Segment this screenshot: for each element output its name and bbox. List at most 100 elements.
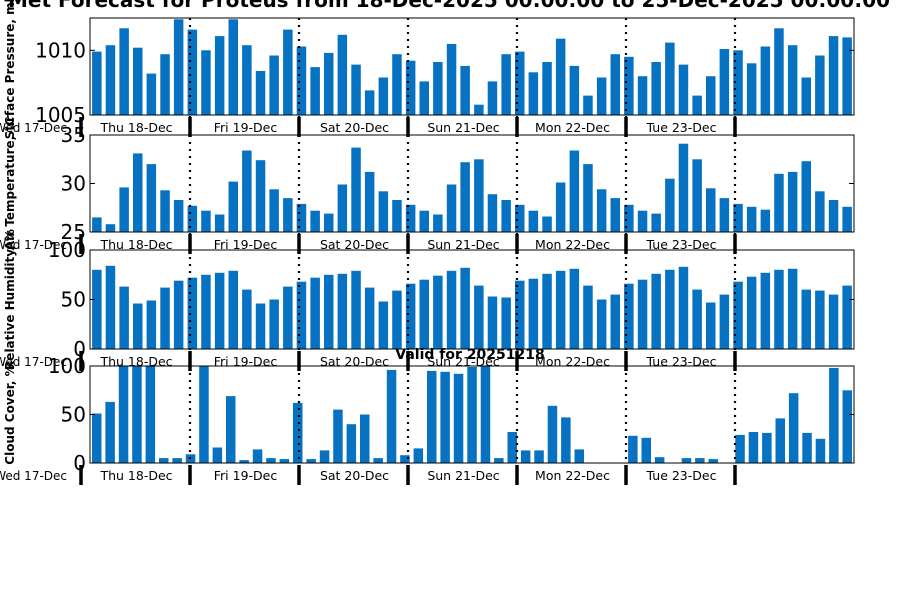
bar <box>119 28 129 115</box>
panel-2: 0 50 100 Relative Humidity, %Wed 17-Dec Thu … <box>0 229 855 371</box>
bar <box>815 438 826 464</box>
bar <box>561 417 571 463</box>
bar <box>92 413 102 463</box>
bar <box>515 51 525 115</box>
x-day-label: Tue 23-Dec <box>646 237 717 252</box>
bar <box>201 274 211 350</box>
chart-subtitle: Valid for 20251218 <box>395 347 544 363</box>
x-day-label: Fri 19-Dec <box>214 120 278 135</box>
x-day-label: Tue 23-Dec <box>646 468 717 483</box>
bar <box>242 289 252 349</box>
x-day-label: Sat 20-Dec <box>320 237 389 252</box>
bar <box>802 432 812 463</box>
bar <box>654 457 665 463</box>
x-day-label: Mon 22-Dec <box>535 120 610 135</box>
bar <box>746 63 757 115</box>
bar <box>242 150 252 232</box>
bar <box>310 67 320 115</box>
bar <box>160 287 170 349</box>
bar <box>733 203 743 232</box>
bar <box>296 46 307 115</box>
bar <box>252 449 263 463</box>
bar <box>324 52 334 115</box>
bar <box>306 459 316 463</box>
bar <box>187 277 198 349</box>
bar <box>324 213 334 232</box>
x-day-label: Thu 18-Dec <box>99 468 172 483</box>
bar <box>788 393 799 463</box>
bar <box>405 60 416 115</box>
bar <box>386 369 397 463</box>
bar <box>319 450 330 463</box>
bar <box>440 371 450 463</box>
bar <box>829 367 839 463</box>
bar <box>133 303 143 349</box>
bar <box>269 299 279 349</box>
bar <box>351 64 361 115</box>
bar <box>324 274 334 350</box>
bar <box>212 447 223 463</box>
bar <box>92 217 102 232</box>
bar <box>119 286 129 349</box>
bar <box>239 460 249 463</box>
bar <box>542 216 552 232</box>
bar <box>569 150 580 232</box>
bar <box>255 71 266 115</box>
bar <box>400 455 410 463</box>
bar <box>801 289 811 349</box>
bar <box>760 272 771 349</box>
bar <box>474 104 484 115</box>
x-day-label: Sun 21-Dec <box>427 237 499 252</box>
x-day-label: Thu 18-Dec <box>99 237 172 252</box>
bar <box>392 200 402 232</box>
bar <box>596 189 607 232</box>
bar <box>446 270 457 349</box>
bar <box>296 281 307 349</box>
x-day-label: Thu 18-Dec <box>99 354 172 369</box>
y-tick-label: 1005 <box>35 103 86 127</box>
bar <box>378 77 389 115</box>
x-day-label: Sat 20-Dec <box>320 354 389 369</box>
bar <box>787 171 798 232</box>
bar <box>528 72 539 115</box>
x-day-label: Tue 23-Dec <box>646 120 717 135</box>
x-day-label: Sun 21-Dec <box>427 120 499 135</box>
bar <box>446 43 457 115</box>
bar <box>501 297 511 349</box>
bar <box>760 46 771 115</box>
bar <box>433 214 443 232</box>
bar <box>405 283 416 349</box>
bar <box>146 164 157 232</box>
bar <box>787 45 798 116</box>
bar <box>201 210 211 232</box>
bar <box>310 277 320 349</box>
bar <box>487 194 498 232</box>
bar <box>487 81 498 115</box>
bar <box>828 36 839 115</box>
bar <box>692 95 702 115</box>
y-tick-label: 50 <box>61 288 86 312</box>
x-day-label: Mon 22-Dec <box>535 354 610 369</box>
bar <box>746 206 757 232</box>
x-day-label: Mon 22-Dec <box>535 237 610 252</box>
bar <box>596 77 607 115</box>
bar <box>801 161 811 232</box>
bar <box>774 173 784 232</box>
x-day-label: Tue 23-Dec <box>646 354 717 369</box>
bar <box>501 200 511 232</box>
bar <box>828 294 839 349</box>
bar <box>283 286 293 349</box>
bar <box>364 171 375 232</box>
bar <box>828 200 839 232</box>
bar <box>92 269 102 349</box>
bar <box>610 54 620 115</box>
bar <box>555 270 566 349</box>
plot-frame <box>89 17 855 116</box>
bar <box>269 55 279 115</box>
bar <box>337 34 348 115</box>
bar <box>269 189 279 232</box>
x-day-label: Fri 19-Dec <box>214 354 278 369</box>
bar <box>105 401 115 463</box>
bar <box>392 290 402 349</box>
bar <box>733 50 743 115</box>
